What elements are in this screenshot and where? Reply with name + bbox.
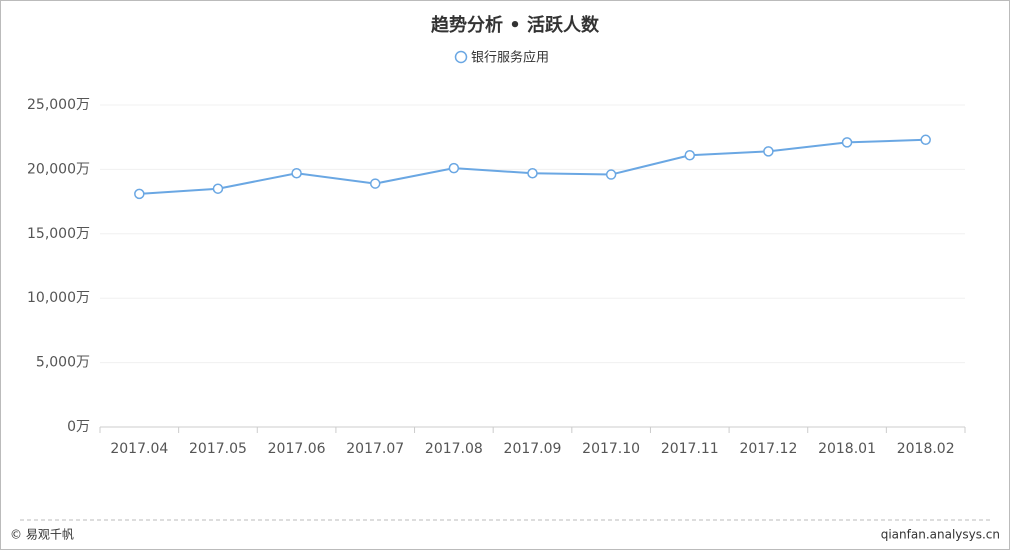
legend-label: 银行服务应用: [471, 50, 549, 66]
data-point: [841, 137, 853, 148]
footer-left: © 易观千帆: [10, 527, 74, 542]
data-point: [763, 146, 774, 157]
y-tick-label: 20,000万: [27, 161, 90, 177]
x-tick-label: 2017.09: [504, 441, 562, 457]
x-tick-label: 2018.01: [818, 441, 876, 457]
x-tick-label: 2017.05: [189, 441, 247, 457]
data-point: [527, 168, 538, 179]
data-point: [291, 168, 302, 179]
data-point: [920, 134, 931, 146]
y-tick-label: 25,000万: [27, 97, 90, 113]
y-tick-label: 10,000万: [27, 290, 90, 306]
data-point: [212, 183, 224, 194]
data-point: [605, 169, 617, 180]
x-tick-label: 2017.12: [739, 441, 797, 457]
data-point: [134, 188, 145, 200]
y-tick-label: 15,000万: [27, 226, 90, 242]
x-tick-label: 2017.06: [268, 441, 326, 457]
x-tick-label: 2018.02: [897, 441, 955, 457]
footer-right: qianfan.analysys.cn: [881, 528, 1000, 542]
x-tick-label: 2017.08: [425, 441, 483, 457]
legend-marker: [454, 50, 468, 64]
x-tick-label: 2017.11: [661, 441, 719, 457]
data-point: [448, 162, 460, 174]
data-point: [684, 149, 696, 161]
chart-title: 趋势分析 • 活跃人数: [431, 14, 600, 36]
y-tick-label: 0万: [67, 419, 90, 435]
x-tick-label: 2017.04: [110, 441, 168, 457]
x-tick-label: 2017.10: [582, 441, 640, 457]
data-point: [369, 178, 381, 189]
x-tick-label: 2017.07: [346, 441, 404, 457]
y-tick-label: 5,000万: [36, 355, 90, 371]
